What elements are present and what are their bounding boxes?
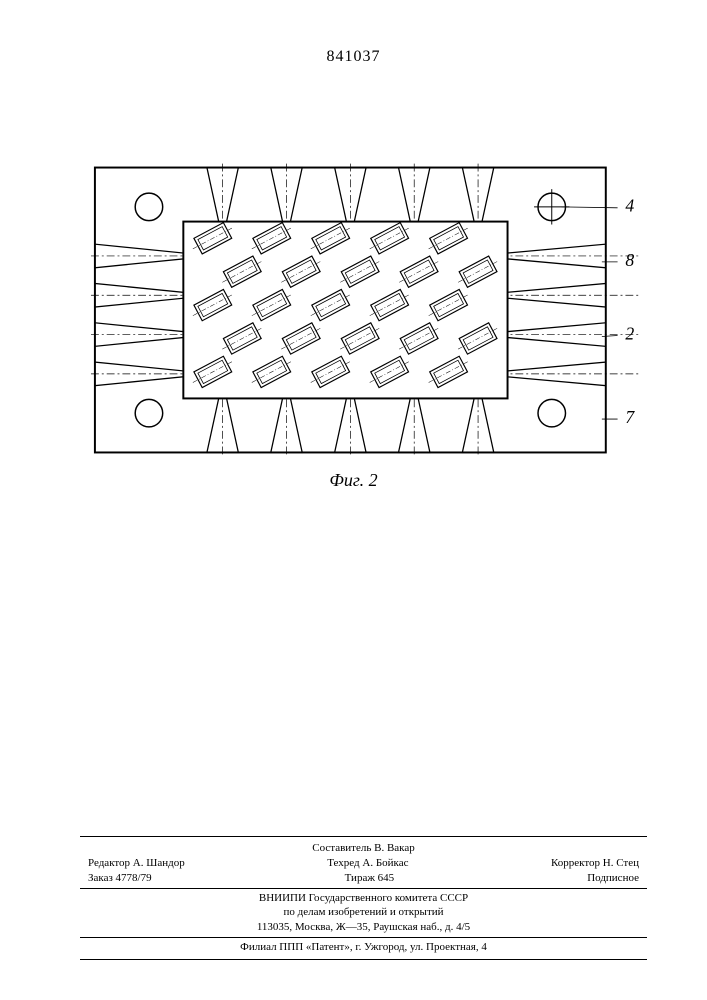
figure-caption: Фиг. 2 bbox=[0, 470, 707, 491]
org1: ВНИИПИ Государственного комитета СССР bbox=[80, 891, 647, 906]
figure-svg: 4 8 2 7 bbox=[90, 160, 650, 460]
svg-text:8: 8 bbox=[625, 250, 634, 270]
patent-number: 841037 bbox=[0, 48, 707, 66]
addr: 113035, Москва, Ж—35, Раушская наб., д. … bbox=[80, 920, 647, 935]
page: 841037 4 8 2 7 Фиг. 2 Составитель В. Вакар … bbox=[0, 0, 707, 1000]
svg-text:4: 4 bbox=[625, 196, 634, 216]
org2: по делам изобретений и открытий bbox=[80, 905, 647, 920]
subscr: Подписное bbox=[587, 871, 639, 886]
svg-text:2: 2 bbox=[625, 323, 634, 343]
figure-2: 4827 bbox=[90, 160, 610, 460]
corrector: Корректор Н. Стец bbox=[551, 856, 639, 871]
svg-text:7: 7 bbox=[625, 407, 635, 427]
editor: Редактор А. Шандор bbox=[88, 856, 185, 871]
techred: Техред А. Бойкас bbox=[327, 856, 408, 871]
branch: Филиал ППП «Патент», г. Ужгород, ул. Про… bbox=[80, 940, 647, 955]
tirage: Тираж 645 bbox=[345, 871, 395, 886]
order: Заказ 4778/79 bbox=[88, 871, 152, 886]
compiler: Составитель В. Вакар bbox=[80, 841, 647, 856]
colophon: Составитель В. Вакар Редактор А. Шандор … bbox=[80, 836, 647, 960]
